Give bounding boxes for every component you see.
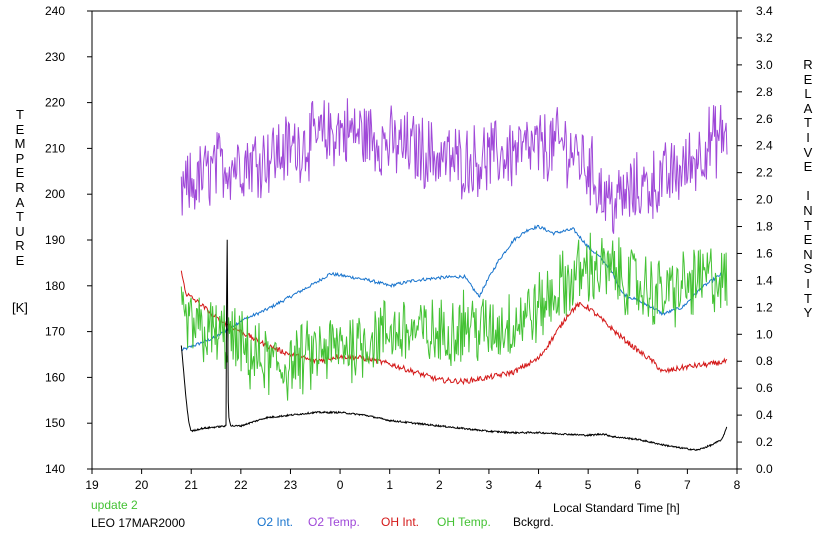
y-left-tick-label: 140 bbox=[45, 462, 65, 476]
site-date-annotation: LEO 17MAR2000 bbox=[91, 516, 186, 530]
y-left-tick-label: 230 bbox=[45, 50, 65, 64]
x-axis-title: Local Standard Time [h] bbox=[553, 501, 680, 515]
legend-entry: OH Temp. bbox=[437, 515, 491, 529]
y-left-axis: 140 150 160 170 180 190 200 210 220 230 240 bbox=[45, 4, 92, 476]
y-left-unit: [K] bbox=[12, 300, 28, 315]
x-tick-label: 2 bbox=[436, 478, 443, 492]
y-right-tick-label: 2.8 bbox=[756, 85, 773, 99]
x-axis: 19 20 21 22 23 0 1 2 3 4 5 6 7 8 bbox=[85, 469, 741, 492]
x-tick-label: 19 bbox=[85, 478, 99, 492]
y-right-tick-label: 3.4 bbox=[756, 4, 773, 18]
series-lines bbox=[180, 98, 728, 451]
y-right-axis: 0.0 0.2 0.4 0.6 0.8 1.0 1.2 1.4 1.6 1.8 2.0 2.2 2.4 2… bbox=[737, 4, 773, 476]
series-line-o2-temp bbox=[180, 98, 728, 234]
series-line-oh-temp bbox=[180, 232, 728, 401]
y-right-tick-label: 2.0 bbox=[756, 193, 773, 207]
x-tick-label: 3 bbox=[486, 478, 493, 492]
y-right-tick-label: 3.2 bbox=[756, 31, 773, 45]
series-line-o2-int bbox=[180, 224, 722, 352]
y-left-tick-label: 240 bbox=[45, 4, 65, 18]
y-left-tick-label: 210 bbox=[45, 141, 65, 155]
plot-frame bbox=[91, 10, 738, 470]
y-left-tick-label: 150 bbox=[45, 416, 65, 430]
y-left-tick-label: 190 bbox=[45, 233, 65, 247]
x-tick-label: 21 bbox=[185, 478, 199, 492]
x-tick-label: 4 bbox=[535, 478, 542, 492]
update-annotation: update 2 bbox=[91, 498, 138, 512]
y-left-tick-label: 200 bbox=[45, 187, 65, 201]
x-tick-label: 6 bbox=[634, 478, 641, 492]
series-line-oh-int bbox=[180, 270, 728, 386]
y-right-tick-label: 0.0 bbox=[756, 462, 773, 476]
y-right-tick-label: 1.6 bbox=[756, 246, 773, 260]
y-right-tick-label: 1.4 bbox=[756, 273, 773, 287]
x-tick-label: 1 bbox=[386, 478, 393, 492]
y-left-tick-label: 170 bbox=[45, 325, 65, 339]
x-tick-label: 20 bbox=[135, 478, 149, 492]
x-tick-label: 22 bbox=[234, 478, 248, 492]
y-right-tick-label: 0.6 bbox=[756, 381, 773, 395]
legend-entry: OH Int. bbox=[381, 515, 419, 529]
series-line-bckgrd bbox=[180, 239, 728, 451]
y-right-tick-label: 1.2 bbox=[756, 300, 773, 314]
x-tick-label: 0 bbox=[337, 478, 344, 492]
legend-entry: Bckgrd. bbox=[513, 515, 554, 529]
legend-entry: O2 Int. bbox=[257, 515, 293, 529]
y-left-tick-label: 220 bbox=[45, 96, 65, 110]
y-right-tick-label: 1.0 bbox=[756, 327, 773, 341]
y-right-tick-label: 2.2 bbox=[756, 166, 773, 180]
y-right-tick-label: 2.4 bbox=[756, 139, 773, 153]
x-tick-label: 7 bbox=[684, 478, 691, 492]
y-left-tick-label: 180 bbox=[45, 279, 65, 293]
x-tick-label: 5 bbox=[585, 478, 592, 492]
legend-entry: O2 Temp. bbox=[308, 515, 360, 529]
x-tick-label: 23 bbox=[284, 478, 298, 492]
y-right-tick-label: 0.2 bbox=[756, 435, 773, 449]
y-right-tick-label: 0.4 bbox=[756, 408, 773, 422]
y-right-tick-label: 0.8 bbox=[756, 354, 773, 368]
y-right-tick-label: 3.0 bbox=[756, 58, 773, 72]
legend: O2 Int. O2 Temp. OH Int. OH Temp. Bckgrd. bbox=[257, 515, 554, 529]
y-left-tick-label: 160 bbox=[45, 370, 65, 384]
x-tick-label: 8 bbox=[734, 478, 741, 492]
y-right-tick-label: 2.6 bbox=[756, 112, 773, 126]
y-right-tick-label: 1.8 bbox=[756, 220, 773, 234]
